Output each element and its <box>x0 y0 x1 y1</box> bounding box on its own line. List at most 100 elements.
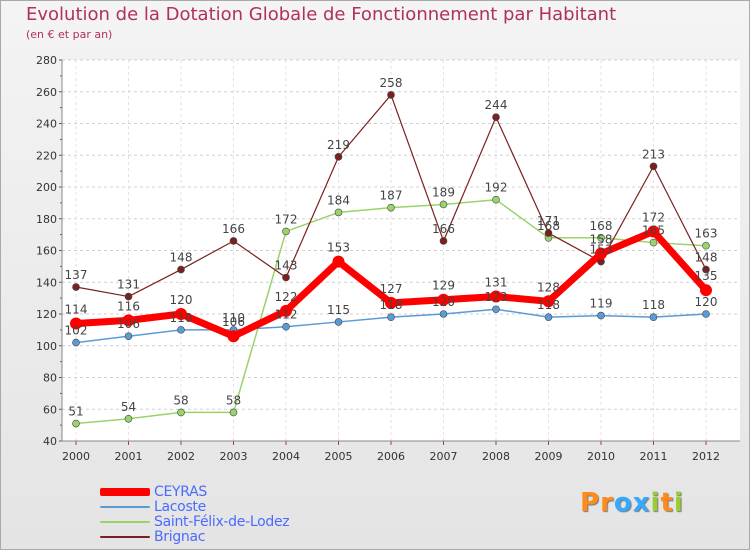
data-label: 120 <box>695 295 718 309</box>
data-label: 119 <box>590 297 613 311</box>
data-point <box>490 290 502 303</box>
data-label: 118 <box>642 298 665 312</box>
proxiti-logo: Proxiti <box>580 488 684 518</box>
data-point <box>492 305 500 314</box>
data-point <box>124 292 133 301</box>
data-point <box>122 314 135 327</box>
data-label: 129 <box>432 279 455 293</box>
data-label: 184 <box>327 193 350 207</box>
data-label: 110 <box>170 311 193 325</box>
data-point <box>387 91 395 99</box>
data-point <box>597 234 605 242</box>
data-label: 163 <box>695 227 718 241</box>
x-tick-label: 2005 <box>325 450 353 463</box>
data-point <box>542 295 555 308</box>
data-label: 51 <box>68 405 83 419</box>
data-point <box>334 318 343 326</box>
logo-letter: o <box>613 488 633 518</box>
data-label: 112 <box>275 308 298 322</box>
data-label: 135 <box>695 269 718 283</box>
logo-letter: t <box>660 488 674 518</box>
y-tick-label: 120 <box>36 308 57 321</box>
data-point <box>437 293 450 306</box>
data-label: 158 <box>590 233 613 247</box>
data-label: 127 <box>380 282 403 296</box>
data-point <box>332 255 345 268</box>
data-label: 131 <box>117 278 140 292</box>
logo-letter: x <box>632 488 651 518</box>
data-label: 115 <box>327 303 350 317</box>
y-tick-label: 200 <box>36 181 57 194</box>
data-label: 192 <box>485 181 508 195</box>
legend-label: CEYRAS <box>154 483 207 500</box>
x-tick-label: 2010 <box>587 450 615 463</box>
x-tick-label: 2011 <box>640 450 668 463</box>
x-tick-label: 2003 <box>220 450 248 463</box>
y-tick-label: 260 <box>36 86 57 99</box>
y-tick-label: 100 <box>36 340 57 353</box>
x-tick-label: 2000 <box>62 450 90 463</box>
data-label: 118 <box>380 298 403 312</box>
data-label: 131 <box>485 276 508 290</box>
y-tick-label: 280 <box>36 54 57 67</box>
data-point <box>439 310 448 318</box>
data-point <box>124 414 133 423</box>
y-tick-label: 160 <box>36 245 57 258</box>
data-label: 244 <box>485 98 508 112</box>
chart-subtitle: (en € et par an) <box>26 28 113 41</box>
data-point <box>649 162 658 171</box>
data-point <box>439 237 448 245</box>
y-tick-label: 180 <box>36 213 57 226</box>
data-label: 120 <box>170 293 193 307</box>
data-label: 114 <box>65 303 88 317</box>
data-label: 116 <box>117 299 140 313</box>
data-label: 219 <box>327 138 350 152</box>
data-label: 58 <box>173 393 188 407</box>
legend-item: Lacoste <box>100 499 289 515</box>
x-tick-label: 2008 <box>482 450 510 463</box>
y-tick-label: 240 <box>36 118 57 131</box>
legend-swatch <box>100 505 150 508</box>
logo-letter: P <box>580 488 601 518</box>
data-label: 148 <box>695 251 718 265</box>
data-point <box>177 326 185 334</box>
data-point <box>70 317 82 330</box>
data-label: 128 <box>537 280 560 294</box>
data-point <box>700 284 712 297</box>
data-point <box>544 229 553 237</box>
data-label: 172 <box>642 210 665 224</box>
data-label: 166 <box>222 222 245 236</box>
legend-swatch <box>100 487 150 496</box>
data-point <box>702 241 710 250</box>
data-point <box>387 203 395 212</box>
data-label: 171 <box>537 214 560 228</box>
data-point <box>334 153 343 161</box>
legend-swatch <box>100 535 150 538</box>
x-tick-label: 2009 <box>535 450 563 463</box>
data-point <box>492 195 500 204</box>
y-tick-label: 40 <box>43 435 57 448</box>
data-label: 187 <box>380 189 403 203</box>
data-point <box>280 304 292 317</box>
data-point <box>649 238 658 247</box>
data-point <box>439 200 448 209</box>
legend-swatch <box>100 520 150 523</box>
data-label: 118 <box>537 298 560 312</box>
data-label: 153 <box>590 243 613 257</box>
data-point <box>227 330 240 343</box>
data-point <box>177 408 185 417</box>
y-tick-label: 140 <box>36 276 57 289</box>
logo-letter: i <box>673 488 684 518</box>
data-label: 213 <box>642 147 665 161</box>
data-label: 123 <box>485 290 508 304</box>
data-point <box>649 313 658 321</box>
x-tick-label: 2001 <box>115 450 143 463</box>
x-tick-label: 2007 <box>430 450 458 463</box>
data-point <box>282 322 290 331</box>
data-point <box>702 310 710 318</box>
data-point <box>72 419 80 428</box>
x-tick-label: 2006 <box>377 450 405 463</box>
logo-letter: r <box>600 488 614 518</box>
data-label: 110 <box>222 311 245 325</box>
